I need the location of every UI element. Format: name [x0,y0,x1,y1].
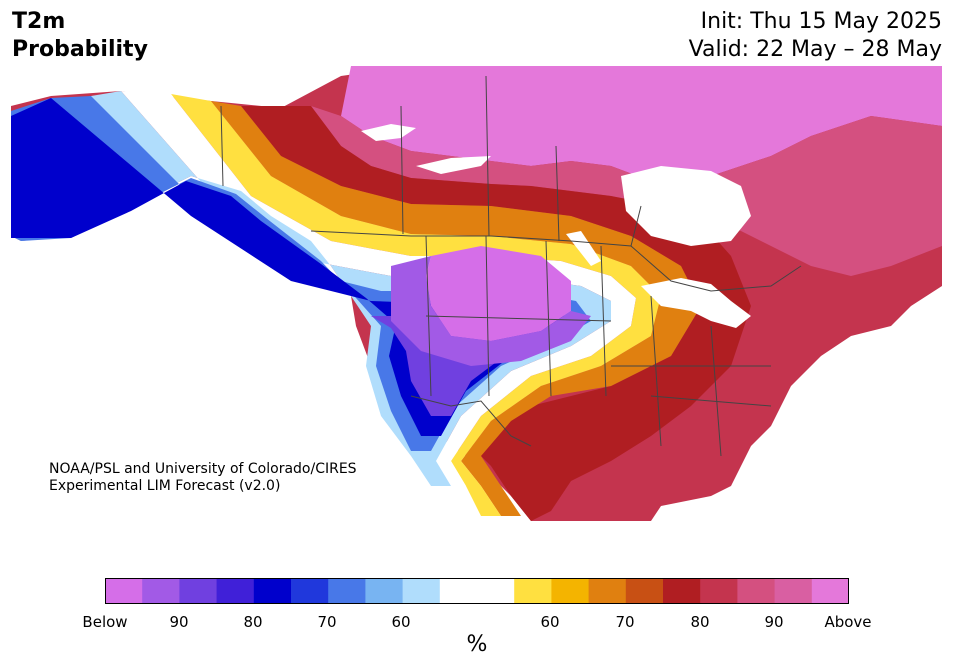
colorbar-swatch-5 [291,578,329,604]
colorbar-tick-6: 70 [615,613,635,631]
colorbar-tick-7: 80 [690,613,710,631]
init-date: Init: Thu 15 May 2025 [700,9,942,34]
colorbar-swatch-10 [514,578,552,604]
colorbar-border [105,578,849,604]
colorbar-swatch-12 [588,578,627,604]
colorbar-swatch-14 [663,578,701,604]
great-slave-lake [416,156,491,174]
colorbar-tick-1: 90 [169,613,189,631]
boundaries [220,75,802,457]
colorbar-swatch-3 [216,578,255,604]
colorbar-unit: % [466,632,488,657]
colorbar-swatch-6 [328,578,366,604]
colorbar-tick-3: 70 [317,613,337,631]
neutral-band [121,91,636,486]
us-mexico-border [410,395,532,447]
date-info: Init: Thu 15 May 2025 Valid: 22 May – 28… [689,8,942,64]
title-line-1: T2m [12,9,66,34]
colorbar [105,578,849,604]
colorbar-swatch-1 [142,578,180,604]
colorbar-tick-2: 80 [243,613,263,631]
hudson-bay [621,166,751,246]
above-70-band [241,106,751,521]
colorbar-tick-4: 60 [391,613,411,631]
state-lines [425,235,772,457]
colorbar-swatch-17 [774,578,813,604]
above-60-band [211,101,701,516]
colorbar-swatch-0 [105,578,143,604]
colorbar-tick-9: Above [824,613,872,631]
credit-line-1: NOAA/PSL and University of Colorado/CIRE… [49,461,357,477]
colorbar-swatch-15 [700,578,738,604]
above-55-band [171,94,661,516]
great-bear-lake [361,124,416,141]
colorbar-swatch-13 [625,578,664,604]
map-title: T2m Probability [12,8,148,64]
colorbar-swatch-11 [551,578,590,604]
province-lines [220,75,642,247]
lake-winnipeg [566,231,601,266]
valid-date: Valid: 22 May – 28 May [688,37,942,62]
colorbar-swatch-7 [365,578,404,604]
colorbar-swatch-2 [179,578,218,604]
colorbar-tick-5: 60 [540,613,560,631]
lakes [361,124,751,328]
great-lakes [641,278,751,328]
below-85-ring [391,256,591,366]
above-90-north [341,66,942,181]
colorbar-swatch-16 [737,578,776,604]
credit-line-2: Experimental LIM Forecast (v2.0) [49,478,281,494]
colorbar-swatch-8 [402,578,441,604]
title-line-2: Probability [12,37,148,62]
colorbar-tick-0: Below [82,613,128,631]
colorbar-swatch-4 [253,578,292,604]
colorbar-tick-8: 90 [764,613,784,631]
colorbar-swatch-9 [439,578,515,604]
credit-text: NOAA/PSL and University of Colorado/CIRE… [49,461,357,495]
probability-map [11,66,942,521]
colorbar-swatch-18 [811,578,849,604]
